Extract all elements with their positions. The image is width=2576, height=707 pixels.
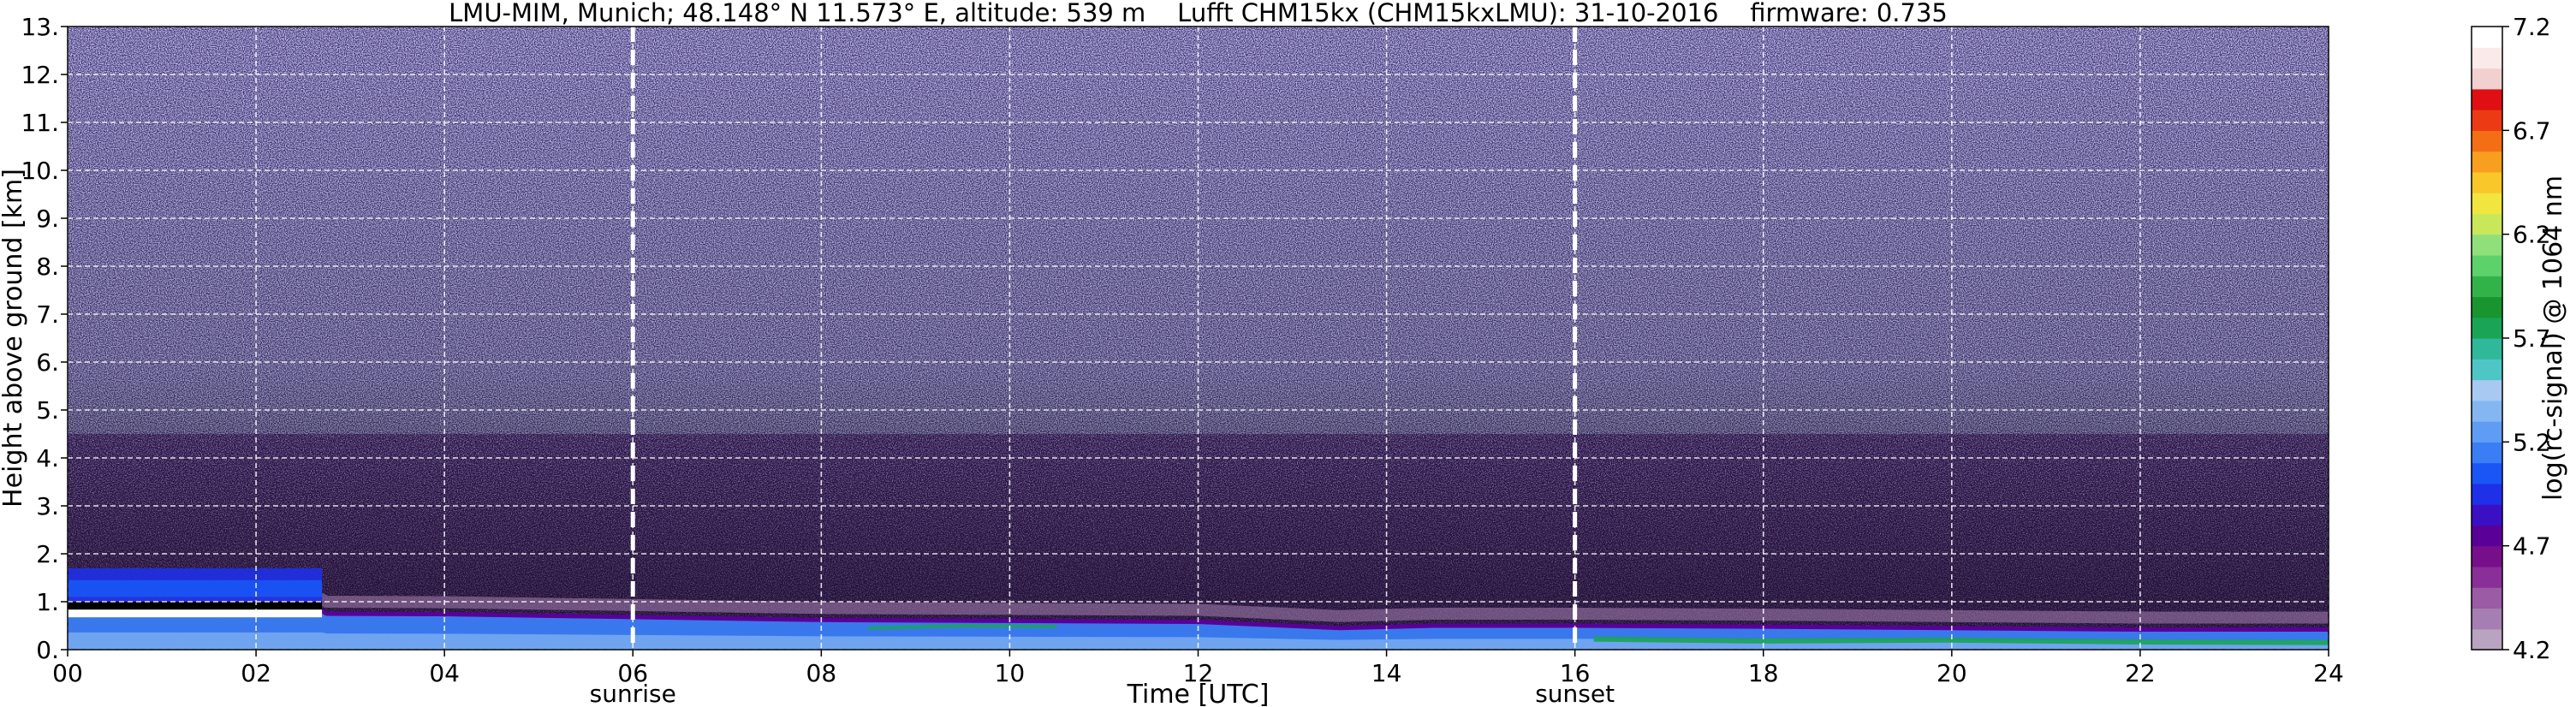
colorbar-segment bbox=[2472, 27, 2502, 48]
y-tick-label: 8. bbox=[36, 253, 59, 281]
x-tick-label: 18 bbox=[1748, 659, 1779, 687]
x-tick-label: 02 bbox=[241, 659, 271, 687]
colorbar-segment bbox=[2472, 88, 2502, 110]
aerosol-streak bbox=[868, 623, 1057, 630]
x-axis: 00 02 04 06 08 10 12 14 16 18 20 22 24 bbox=[52, 650, 2344, 687]
colorbar-tick-label: 5.2 bbox=[2513, 428, 2551, 456]
x-tick-label: 14 bbox=[1371, 659, 1402, 687]
colorbar-segment bbox=[2472, 587, 2502, 609]
colorbar-segment bbox=[2472, 130, 2502, 152]
colorbar-segment bbox=[2472, 525, 2502, 547]
colorbar-segment bbox=[2472, 442, 2502, 464]
colorbar-segment bbox=[2472, 254, 2502, 276]
y-tick-label: 11. bbox=[21, 109, 59, 137]
colorbar-segment bbox=[2472, 68, 2502, 90]
colorbar-segment bbox=[2472, 504, 2502, 526]
x-axis-label: Time [UTC] bbox=[1127, 680, 1270, 707]
x-tick-label: 10 bbox=[995, 659, 1026, 687]
colorbar-segment bbox=[2472, 47, 2502, 69]
colorbar: 4.2 4.7 5.2 5.7 6.2 6.7 7.2 bbox=[2471, 13, 2551, 664]
colorbar-segment bbox=[2472, 483, 2502, 505]
colorbar-tick-label: 5.7 bbox=[2513, 324, 2551, 353]
colorbar-segment bbox=[2472, 400, 2502, 422]
colorbar-segment bbox=[2472, 234, 2502, 256]
x-tick-label: 20 bbox=[1936, 659, 1967, 687]
cloud-layer bbox=[68, 602, 323, 612]
colorbar-segment bbox=[2472, 421, 2502, 443]
colorbar-segment bbox=[2472, 462, 2502, 484]
y-tick-label: 9. bbox=[36, 205, 59, 233]
colorbar-segment bbox=[2472, 379, 2502, 401]
x-tick-label: 08 bbox=[806, 659, 837, 687]
colorbar-tick-label: 4.2 bbox=[2513, 636, 2551, 664]
x-tick-label: 04 bbox=[429, 659, 460, 687]
colorbar-tick-label: 6.7 bbox=[2513, 116, 2551, 145]
aerosol-layer-core bbox=[68, 579, 323, 597]
colorbar-tick-label: 6.2 bbox=[2513, 221, 2551, 249]
y-tick-label: 10. bbox=[21, 157, 59, 185]
y-tick-label: 5. bbox=[36, 396, 59, 425]
y-axis-label: Height above ground [km] bbox=[0, 169, 28, 508]
y-axis: 0. 1. 2. 3. 4. 5. 6. 7. 8. 9. 10. 11. 12. 13. bbox=[21, 13, 68, 664]
y-tick-label: 13. bbox=[21, 13, 59, 41]
sun-markers bbox=[630, 27, 1578, 650]
colorbar-segment bbox=[2472, 151, 2502, 173]
colorbar-segment bbox=[2472, 276, 2502, 298]
x-tick-label: 22 bbox=[2125, 659, 2156, 687]
x-tick-label: 06 bbox=[617, 659, 648, 687]
cloud-base bbox=[68, 609, 323, 618]
colorbar-tick-label: 7.2 bbox=[2513, 13, 2551, 41]
colorbar-segment bbox=[2472, 608, 2502, 630]
sun-annotation: sunrise bbox=[590, 680, 676, 707]
colorbar-segment bbox=[2472, 545, 2502, 567]
colorbar-segment bbox=[2472, 628, 2502, 651]
colorbar-label: log(rc-signal) @ 1064 nm bbox=[2538, 175, 2568, 501]
colorbar-segment bbox=[2472, 213, 2502, 235]
chart-title: LMU-MIM, Munich; 48.148° N 11.573° E, al… bbox=[449, 0, 1948, 27]
colorbar-segment bbox=[2472, 110, 2502, 131]
colorbar-segment bbox=[2472, 566, 2502, 588]
y-tick-label: 1. bbox=[36, 588, 59, 616]
annotations: sunrise sunset bbox=[590, 680, 1615, 707]
x-tick-label: 12 bbox=[1183, 659, 1214, 687]
colorbar-tick-label: 4.7 bbox=[2513, 532, 2551, 561]
colorbar-segment bbox=[2472, 296, 2502, 318]
y-tick-label: 12. bbox=[21, 61, 59, 89]
aerosol-streak bbox=[1593, 636, 2329, 645]
x-tick-label: 16 bbox=[1560, 659, 1591, 687]
y-tick-label: 4. bbox=[36, 444, 59, 472]
colorbar-segment bbox=[2472, 317, 2502, 339]
x-tick-label: 00 bbox=[52, 659, 83, 687]
x-tick-label: 24 bbox=[2313, 659, 2344, 687]
y-tick-label: 3. bbox=[36, 492, 59, 520]
colorbar-segment bbox=[2472, 359, 2502, 381]
sun-annotation: sunset bbox=[1535, 680, 1615, 707]
colorbar-segment bbox=[2472, 193, 2502, 214]
colorbar-segment bbox=[2472, 338, 2502, 359]
y-tick-label: 6. bbox=[36, 348, 59, 377]
y-tick-label: 2. bbox=[36, 540, 59, 568]
colorbar-segment bbox=[2472, 171, 2502, 193]
y-tick-label: 0. bbox=[36, 636, 59, 664]
y-tick-label: 7. bbox=[36, 300, 59, 329]
plot-area bbox=[68, 27, 2329, 650]
